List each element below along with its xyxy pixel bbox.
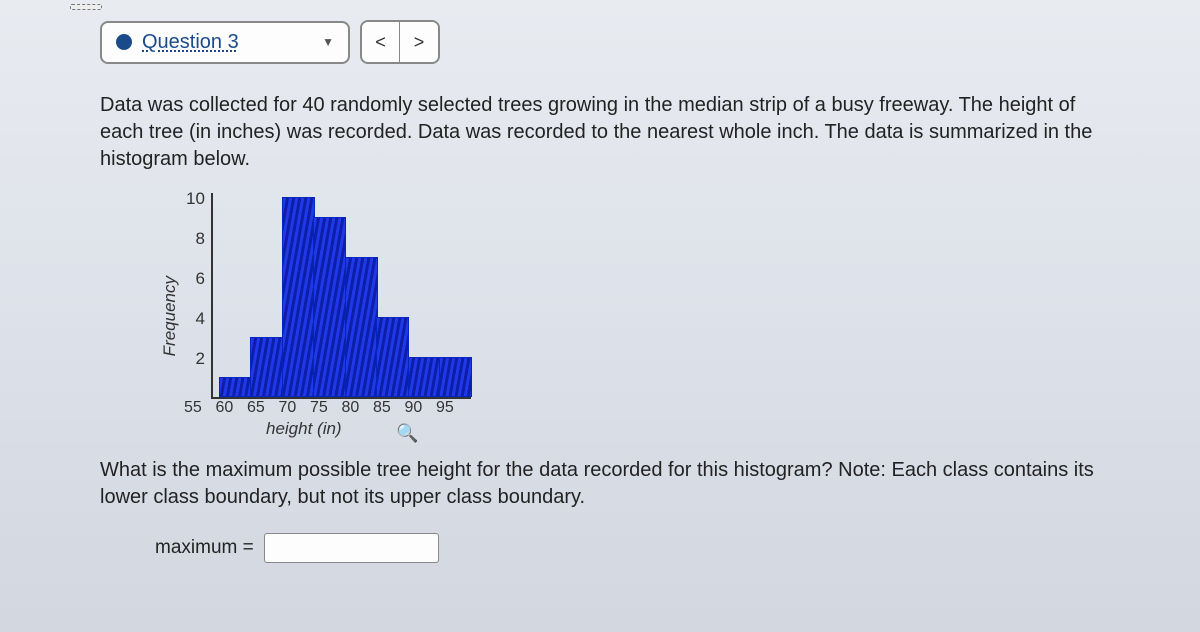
x-axis-ticks: 556065707580859095 bbox=[194, 399, 471, 417]
x-tick-label: 80 bbox=[342, 399, 375, 417]
histogram-plot-area bbox=[211, 193, 471, 399]
histogram-bar bbox=[250, 337, 283, 397]
x-tick-label: 70 bbox=[279, 399, 312, 417]
x-tick-label: 90 bbox=[405, 399, 438, 417]
magnifier-icon[interactable]: 🔍 bbox=[396, 423, 418, 443]
caret-down-icon: ▼ bbox=[322, 35, 334, 49]
status-dot-icon bbox=[116, 34, 132, 50]
histogram-bar bbox=[408, 357, 441, 397]
x-tick-label: 85 bbox=[373, 399, 406, 417]
question-label: Question 3 bbox=[142, 31, 239, 54]
y-axis-ticks: 108642 bbox=[186, 199, 211, 399]
x-axis-title: height (in) bbox=[266, 419, 471, 439]
question-nav-bar: Question 3 ▼ < > bbox=[100, 20, 1160, 64]
x-tick-label: 65 bbox=[247, 399, 280, 417]
histogram-container: Frequency 108642 556065707580859095 heig… bbox=[160, 193, 1100, 439]
content-area: Data was collected for 40 randomly selec… bbox=[100, 92, 1100, 563]
answer-label: maximum = bbox=[155, 537, 254, 559]
x-tick-label: 60 bbox=[216, 399, 249, 417]
histogram-bar bbox=[313, 217, 346, 397]
answer-row: maximum = bbox=[155, 533, 1100, 563]
histogram-bar bbox=[345, 257, 378, 397]
histogram-bar bbox=[219, 377, 252, 397]
next-button[interactable]: > bbox=[400, 22, 438, 62]
x-tick-label: 75 bbox=[310, 399, 343, 417]
histogram-bar bbox=[282, 197, 315, 397]
prompt-paragraph: Data was collected for 40 randomly selec… bbox=[100, 92, 1100, 173]
x-tick-label: 95 bbox=[436, 399, 469, 417]
histogram-bar bbox=[439, 357, 472, 397]
question-paragraph: What is the maximum possible tree height… bbox=[100, 457, 1100, 511]
histogram-bar bbox=[376, 317, 409, 397]
nav-button-group: < > bbox=[360, 20, 440, 64]
decorative-strip bbox=[70, 4, 102, 10]
x-tick-label: 55 bbox=[184, 399, 217, 417]
prev-button[interactable]: < bbox=[362, 22, 400, 62]
y-axis-title: Frequency bbox=[160, 276, 180, 356]
question-selector-dropdown[interactable]: Question 3 ▼ bbox=[100, 21, 350, 64]
maximum-input[interactable] bbox=[264, 533, 439, 563]
